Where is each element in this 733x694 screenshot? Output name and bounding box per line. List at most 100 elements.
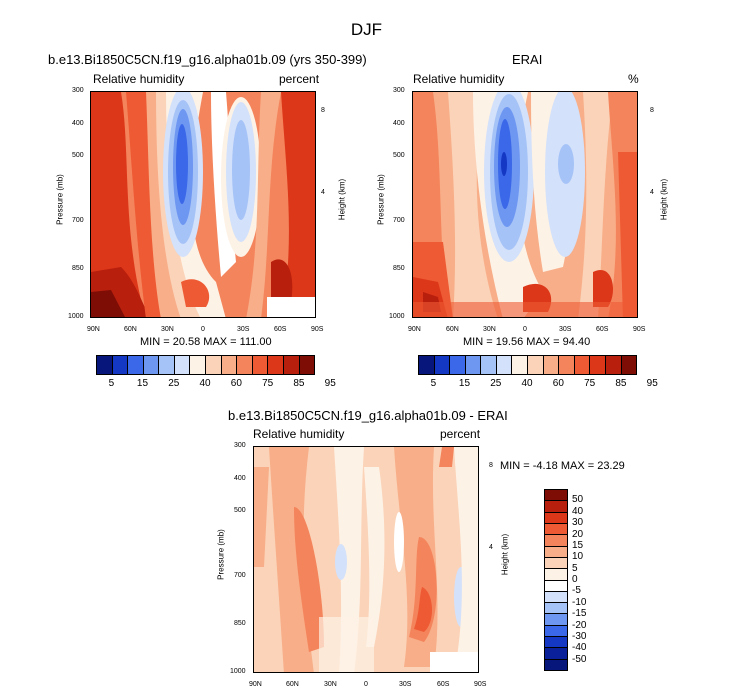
p3-y2tick-4: 4 (489, 544, 493, 551)
panel3-title: b.e13.Bi1850C5CN.f19_g16.alpha01b.09 - E… (228, 408, 508, 423)
p1-y2label: Height (km) (337, 178, 347, 221)
colorbar-swatch (434, 356, 451, 374)
colorbar-swatch (252, 356, 269, 374)
panel2-plot (412, 91, 638, 318)
colorbar-swatch (237, 356, 253, 374)
p3-xtick-30s: 30S (399, 681, 412, 688)
colorbar-swatch (545, 659, 567, 670)
colorbar-swatch (543, 356, 560, 374)
colorbar-label: 75 (262, 378, 274, 389)
p1-xtick-30n: 30N (161, 326, 174, 333)
colorbar-swatch (206, 356, 222, 374)
p2-ylabel: Pressure (mb) (376, 174, 386, 225)
colorbar-swatch (465, 356, 482, 374)
p1-ytick-300: 300 (72, 87, 84, 94)
colorbar-label: 25 (168, 378, 180, 389)
colorbar-label: 40 (521, 378, 533, 389)
colorbar-swatch (112, 356, 129, 374)
colorbar-swatch (299, 356, 315, 374)
colorbar-diff (544, 489, 568, 671)
p2-xtick-60n: 60N (446, 326, 459, 333)
p1-ylabel: Pressure (mb) (55, 174, 65, 225)
colorbar-swatch (545, 523, 567, 536)
p3-ytick-700: 700 (234, 572, 246, 579)
colorbar-label: 15 (136, 378, 149, 389)
p1-ytick-1000: 1000 (68, 313, 84, 320)
p2-ytick-300: 300 (393, 87, 405, 94)
colorbar-swatch (496, 356, 513, 374)
p3-minmax: MIN = -4.18 MAX = 23.29 (500, 460, 625, 472)
p3-ytick-1000: 1000 (230, 668, 246, 675)
colorbar-label: -5 (572, 585, 581, 597)
colorbar-swatch (545, 637, 567, 649)
p2-ytick-700: 700 (393, 217, 405, 224)
p1-ytick-500: 500 (72, 152, 84, 159)
panel3-left-label: Relative humidity (253, 427, 345, 441)
colorbar-1 (96, 355, 315, 375)
panel1-left-label: Relative humidity (93, 72, 185, 86)
colorbar-label: 20 (572, 528, 584, 540)
colorbar-swatch (545, 546, 567, 558)
panel3-right-label: percent (440, 427, 481, 441)
p2-xtick-90s: 90S (633, 326, 646, 333)
p3-ytick-400: 400 (234, 475, 246, 482)
panel2-right-label: % (628, 72, 639, 86)
colorbar-swatch (621, 356, 637, 374)
p1-xtick-60s: 60S (274, 326, 287, 333)
panel2-left-label: Relative humidity (413, 72, 505, 86)
p1-y2tick-8: 8 (321, 107, 325, 114)
p1-y2tick-4: 4 (321, 189, 325, 196)
colorbar-label: 40 (572, 505, 584, 517)
p2-xtick-90n: 90N (408, 326, 421, 333)
colorbar-label: -10 (572, 596, 587, 608)
p1-xtick-60n: 60N (124, 326, 137, 333)
p3-ytick-300: 300 (234, 442, 246, 449)
colorbar-label: 40 (199, 378, 211, 389)
colorbar-swatch (545, 501, 567, 513)
p2-y2label: Height (km) (659, 178, 669, 221)
p2-minmax: MIN = 19.56 MAX = 94.40 (463, 336, 591, 348)
p2-ytick-500: 500 (393, 152, 405, 159)
colorbar-label: 60 (230, 378, 242, 389)
colorbar-swatch (512, 356, 529, 374)
p2-y2tick-8: 8 (650, 107, 654, 114)
panel2-title: ERAI (512, 52, 543, 67)
colorbar-label: 95 (324, 378, 336, 389)
colorbar-swatch (268, 356, 284, 374)
p3-ylabel: Pressure (mb) (216, 529, 226, 580)
p2-ytick-400: 400 (393, 120, 405, 127)
panel1-right-label: percent (279, 72, 320, 86)
colorbar-label: 15 (572, 539, 584, 551)
p3-ytick-850: 850 (234, 620, 246, 627)
colorbar-swatch (590, 356, 606, 374)
colorbar-swatch (143, 356, 160, 374)
p2-xtick-60s: 60S (596, 326, 609, 333)
colorbar-swatch (545, 580, 567, 592)
colorbar-swatch (545, 535, 567, 547)
p3-y2tick-8: 8 (489, 462, 493, 469)
p2-y2tick-4: 4 (650, 189, 654, 196)
colorbar-label: -15 (572, 608, 587, 620)
colorbar-label: 5 (572, 562, 578, 574)
panel1-title: b.e13.Bi1850C5CN.f19_g16.alpha01b.09 (yr… (48, 52, 367, 67)
colorbar-label: 85 (615, 378, 627, 389)
colorbar-swatch (545, 490, 567, 502)
p1-ytick-400: 400 (72, 120, 84, 127)
colorbar-2 (418, 355, 637, 375)
p3-y2label: Height (km) (500, 533, 510, 576)
colorbar-label: 5 (108, 378, 115, 389)
colorbar-label: 85 (293, 378, 305, 389)
colorbar-swatch (545, 557, 567, 570)
colorbar-label: 95 (646, 378, 658, 389)
p3-xtick-30n: 30N (324, 681, 337, 688)
colorbar-swatch (605, 356, 622, 374)
colorbar-swatch (481, 356, 497, 374)
p2-ytick-1000: 1000 (389, 313, 405, 320)
colorbar-label: 75 (584, 378, 596, 389)
p3-xtick-60n: 60N (286, 681, 299, 688)
p2-ytick-850: 850 (393, 265, 405, 272)
colorbar-swatch (419, 356, 435, 374)
colorbar-swatch (545, 591, 567, 604)
colorbar-swatch (528, 356, 544, 374)
colorbar-label: 25 (490, 378, 502, 389)
